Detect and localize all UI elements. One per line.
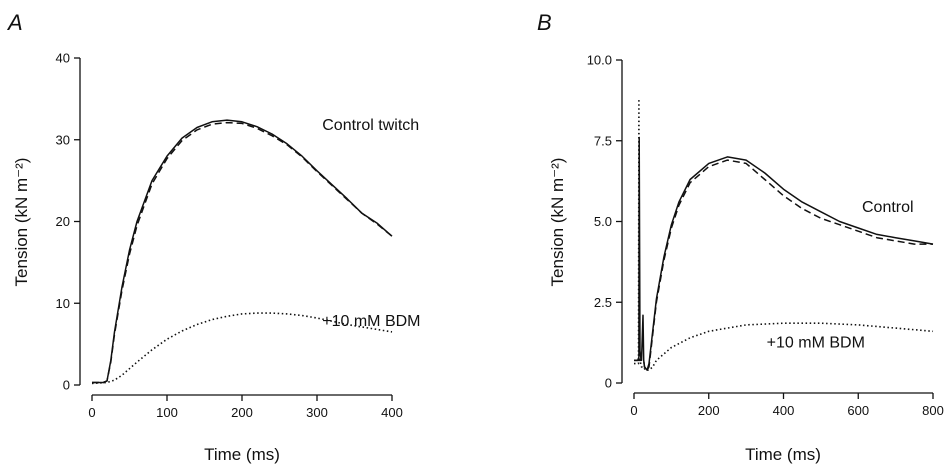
panel-a-y-tick-label: 0	[63, 378, 70, 393]
panel-b-y-tick-label: 7.5	[594, 133, 612, 148]
panel-a-y-axis-title: Tension (kN m⁻²)	[12, 158, 31, 287]
panel-b-series-line-solid	[634, 136, 934, 371]
panel-a-series	[91, 119, 393, 385]
panel-b-x-tick-label: 600	[847, 403, 869, 418]
panel-b-y-tick-label: 0	[605, 376, 612, 391]
panel-a-y-tick-label: 30	[56, 132, 70, 147]
panel-b-x-tick-label: 200	[698, 403, 720, 418]
panel-a-annotation: Control twitch	[322, 117, 419, 134]
panel-b-series	[634, 98, 934, 371]
panel-a-y-tick-label: 20	[56, 214, 70, 229]
panel-a-series-line-solid	[92, 119, 393, 384]
panel-a-x-tick-label: 0	[88, 405, 95, 420]
panel-b-x-tick-label: 0	[630, 403, 637, 418]
panel-b-annotations: Control +10 mM BDM	[767, 199, 914, 352]
panel-b-axes: 0 2.5 5.0 7.5 10.0 0 200 400 600 800	[587, 53, 944, 419]
panel-a-y-tick-label: 40	[56, 51, 70, 66]
panel-a-series-line-dotted	[91, 312, 393, 385]
panel-b-x-tick-label: 400	[773, 403, 795, 418]
panel-b-x-tick-label: 800	[922, 403, 944, 418]
panel-b-y-axis-title: Tension (kN m⁻²)	[548, 158, 567, 287]
panel-a-series-line-dashed	[92, 121, 393, 384]
panel-a-x-tick-label: 400	[381, 405, 403, 420]
panel-b-series-line-dotted	[634, 98, 934, 371]
panel-b-y-tick-label: 5.0	[594, 214, 612, 229]
panel-b-y-tick-label: 10.0	[587, 53, 612, 68]
panel-b-x-axis-title: Time (ms)	[745, 445, 821, 464]
panel-a-x-tick-label: 300	[306, 405, 328, 420]
panel-a-annotations: Control twitch +10 mM BDM	[322, 117, 420, 330]
panel-a-x-tick-label: 200	[231, 405, 253, 420]
panel-a-x-tick-label: 100	[156, 405, 178, 420]
panel-a-annotation: +10 mM BDM	[322, 313, 420, 330]
panel-a-x-axis-title: Time (ms)	[204, 445, 280, 464]
panel-b-annotation: +10 mM BDM	[767, 334, 865, 351]
panel-a-label: A	[6, 10, 23, 35]
panel-b-series-line-dashed	[634, 159, 933, 371]
panel-b: B Tension (kN m⁻²) Time (ms) 0 2.5 5.0 7.5 1…	[537, 10, 944, 464]
panel-b-annotation: Control	[862, 199, 914, 216]
panel-b-label: B	[537, 10, 552, 35]
panel-a-y-tick-label: 10	[56, 296, 70, 311]
panel-b-y-tick-label: 2.5	[594, 295, 612, 310]
